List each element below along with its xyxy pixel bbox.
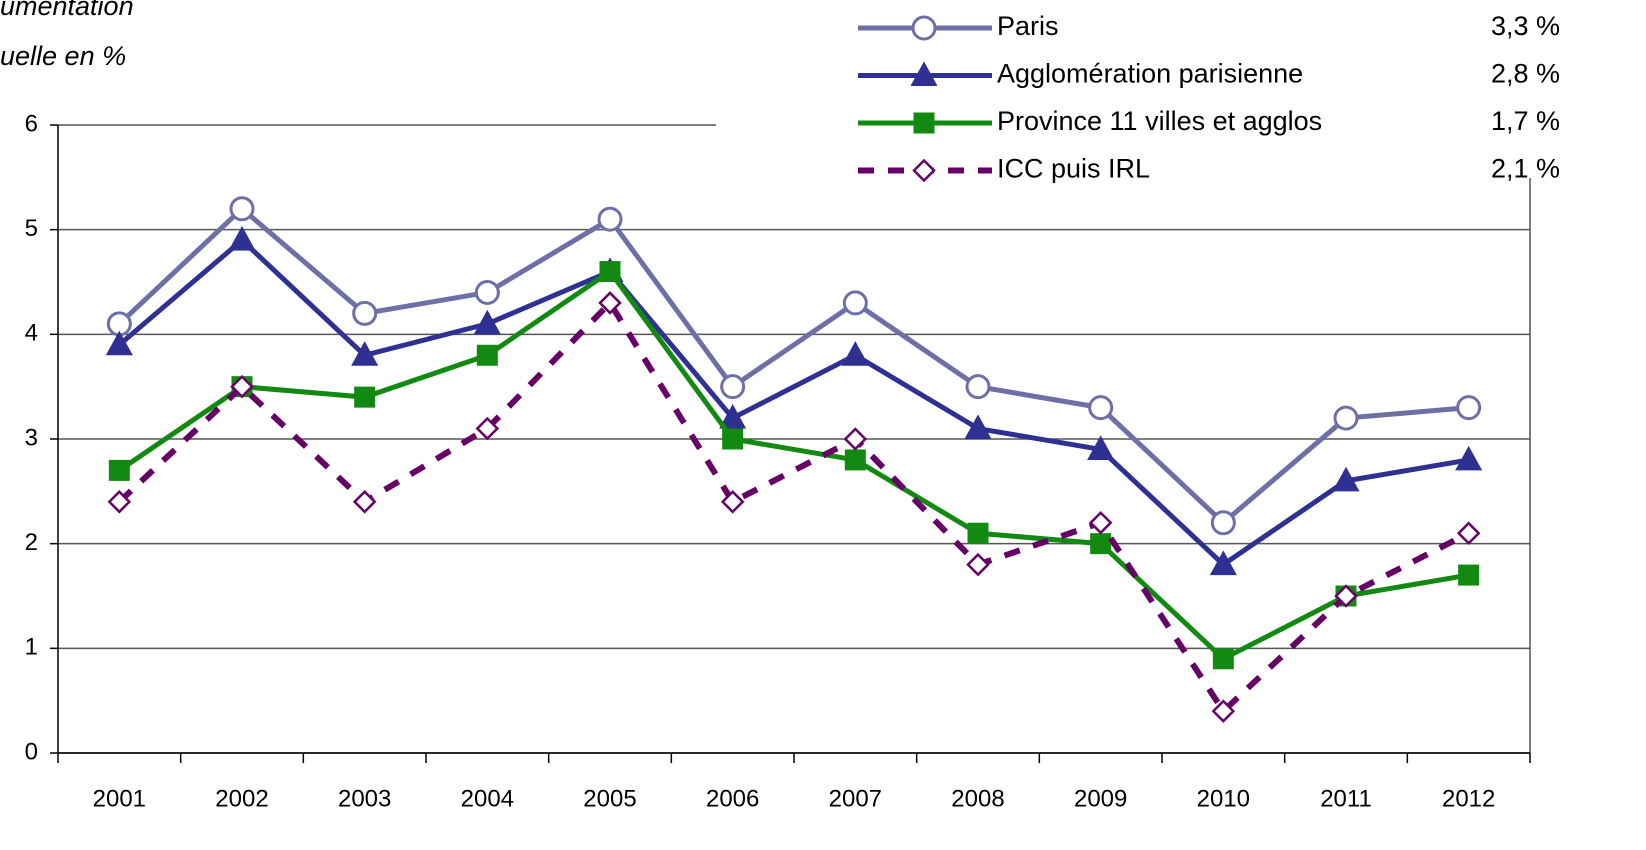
x-tick-label: 2001	[93, 785, 146, 812]
data-point	[107, 490, 132, 514]
data-point	[1210, 510, 1236, 536]
data-point	[352, 490, 377, 514]
data-point	[1087, 435, 1115, 460]
data-point	[105, 330, 133, 356]
data-point	[228, 226, 256, 251]
y-axis-label: uelle en %	[0, 41, 126, 71]
x-tick-label: 2007	[829, 785, 882, 812]
x-tick-label: 2009	[1074, 785, 1127, 812]
data-point	[842, 290, 868, 316]
x-tick-label: 2002	[215, 785, 268, 812]
data-point	[230, 374, 254, 399]
data-point	[475, 416, 500, 441]
data-point	[1456, 521, 1481, 545]
data-point	[1332, 466, 1360, 492]
y-tick-label: 2	[25, 529, 38, 556]
y-tick-label: 0	[25, 738, 38, 765]
x-tick-label: 2004	[461, 785, 514, 812]
data-point	[967, 522, 989, 544]
data-point	[473, 309, 501, 335]
data-point	[720, 490, 745, 514]
x-tick-label: 2010	[1197, 785, 1250, 812]
legend-label: Agglomération parisienne	[997, 59, 1303, 89]
legend-marker	[913, 112, 935, 134]
data-point	[351, 341, 379, 366]
series-line	[117, 237, 1470, 568]
data-point	[1455, 445, 1483, 471]
x-tick-label: 2011	[1320, 785, 1372, 812]
data-point	[966, 552, 990, 577]
series-line	[117, 206, 1469, 526]
data-point	[1456, 395, 1482, 421]
data-point	[598, 291, 622, 315]
data-point	[599, 261, 621, 283]
data-point	[964, 414, 992, 440]
legend-value: 3,3 %	[1491, 11, 1560, 41]
data-point	[1333, 405, 1359, 431]
data-point	[1088, 510, 1113, 535]
legend-label: Province 11 villes et agglos	[997, 106, 1322, 136]
y-tick-label: 4	[25, 320, 38, 347]
data-point	[474, 279, 500, 305]
series-line	[117, 269, 1470, 662]
x-tick-label: 2006	[706, 785, 759, 812]
y-axis-label: umentation	[0, 0, 134, 21]
legend-value: 2,8 %	[1491, 59, 1560, 89]
data-point	[1334, 584, 1358, 608]
data-point	[352, 300, 378, 326]
data-point	[1090, 533, 1112, 555]
data-point	[354, 386, 376, 408]
data-point	[1211, 699, 1236, 723]
data-point	[719, 403, 747, 429]
y-tick-label: 3	[25, 424, 38, 451]
data-point	[1212, 648, 1234, 670]
data-point	[843, 427, 868, 451]
y-tick-label: 5	[25, 215, 38, 242]
legend-marker	[911, 15, 937, 41]
data-point	[965, 374, 991, 400]
legend-value: 2,1 %	[1491, 154, 1560, 184]
data-point	[841, 341, 869, 366]
data-point	[1209, 550, 1237, 576]
data-point	[476, 344, 498, 366]
y-tick-label: 1	[25, 634, 38, 661]
data-point	[844, 449, 866, 471]
x-tick-label: 2003	[338, 785, 391, 812]
data-point	[597, 206, 623, 232]
data-point	[1458, 564, 1480, 586]
x-tick-label: 2008	[951, 785, 1004, 812]
data-point	[720, 374, 746, 400]
data-point	[1088, 395, 1114, 421]
legend-marker	[912, 158, 936, 183]
legend-label: Paris	[997, 11, 1059, 41]
legend-label: ICC puis IRL	[997, 154, 1150, 184]
x-tick-label: 2012	[1442, 785, 1495, 812]
data-point	[108, 459, 130, 481]
y-tick-label: 6	[25, 110, 38, 137]
legend-marker	[910, 61, 938, 86]
series-line	[117, 299, 1471, 715]
x-tick-label: 2005	[583, 785, 636, 812]
legend-value: 1,7 %	[1491, 106, 1560, 136]
data-point	[722, 428, 744, 450]
data-point	[229, 196, 255, 222]
